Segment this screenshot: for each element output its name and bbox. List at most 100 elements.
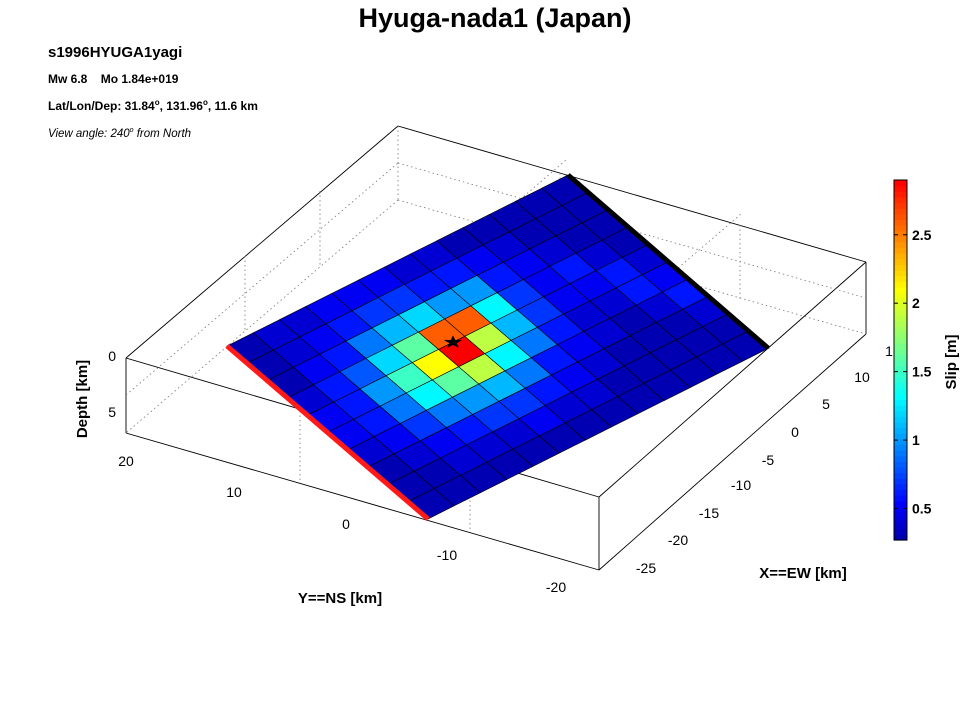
- colorbar-swatch: [894, 236, 907, 243]
- x-tick-label: -5: [762, 452, 775, 468]
- colorbar-swatch: [894, 315, 907, 322]
- colorbar-swatch: [894, 478, 907, 485]
- y-axis-label: Y==NS [km]: [298, 590, 382, 607]
- fault-edges: [225, 173, 770, 521]
- degree-mark: o: [154, 98, 160, 107]
- colorbar-swatch: [894, 360, 907, 367]
- colorbar-swatch: [894, 247, 907, 254]
- x-tick-label: 1: [885, 343, 893, 359]
- y-tick-label: -10: [437, 547, 457, 563]
- colorbar-swatch: [894, 461, 907, 468]
- colorbar-swatch: [894, 528, 907, 535]
- colorbar-swatch: [894, 185, 907, 192]
- axes-box-edge: [125, 125, 399, 359]
- colorbar-swatch: [894, 281, 907, 288]
- colorbar-swatch: [894, 309, 907, 316]
- axis-ticks: 0 5 20 10 0 -10 -20 -25 -20 -15 -10 -5 0 5 10 1: [108, 343, 893, 595]
- colorbar-swatch: [894, 421, 907, 429]
- chart-title: Hyuga-nada1 (Japan): [358, 3, 632, 33]
- colorbar: 0.5 1 1.5 2 2.5: [893, 179, 932, 541]
- colorbar-tick-label: 2: [912, 295, 920, 311]
- colorbar-swatch: [894, 483, 907, 490]
- z-tick-label: 5: [108, 404, 116, 420]
- colorbar-swatch: [894, 489, 907, 496]
- colorbar-swatch: [894, 371, 907, 378]
- axes-box-edge: [598, 261, 867, 498]
- colorbar-swatch: [894, 320, 907, 327]
- colorbar-swatch: [894, 326, 907, 333]
- colorbar-swatch: [894, 354, 907, 361]
- colorbar-swatch: [894, 337, 907, 344]
- z-axis-label: Depth [km]: [74, 360, 91, 438]
- colorbar-swatch: [894, 506, 907, 513]
- location-lon: , 131.96: [159, 99, 203, 113]
- colorbar-swatch: [894, 438, 907, 445]
- x-tick-label: 10: [854, 369, 870, 385]
- x-tick-label: -15: [699, 505, 719, 521]
- event-id: s1996HYUGA1yagi: [48, 44, 183, 61]
- colorbar-swatch: [894, 253, 907, 260]
- colorbar-swatch: [894, 191, 907, 198]
- colorbar-tick-label: 2.5: [912, 227, 932, 243]
- colorbar-swatch: [894, 455, 907, 462]
- view-angle-suffix: from North: [133, 127, 192, 140]
- y-tick-label: 20: [118, 453, 134, 469]
- colorbar-swatch: [894, 511, 907, 519]
- colorbar-swatch: [894, 416, 907, 423]
- colorbar-swatch: [894, 292, 907, 299]
- colorbar-swatch: [894, 376, 907, 384]
- colorbar-swatch: [894, 298, 907, 305]
- x-tick-label: -20: [668, 532, 688, 548]
- colorbar-swatch: [894, 472, 907, 479]
- colorbar-swatch: [894, 433, 907, 440]
- colorbar-swatch: [894, 365, 907, 372]
- axes-box-edge: [598, 333, 867, 571]
- x-tick-label: 0: [791, 424, 799, 440]
- mo-value: Mo 1.84e+019: [100, 72, 179, 86]
- colorbar-swatch: [894, 202, 907, 209]
- view-angle: View angle: 240o from North: [48, 127, 191, 140]
- location-depth: , 11.6 km: [207, 99, 258, 113]
- colorbar-swatch: [894, 331, 907, 339]
- colorbar-swatch: [894, 500, 907, 507]
- colorbar-swatch: [894, 343, 907, 350]
- colorbar-frame: [893, 179, 908, 541]
- colorbar-swatch: [894, 264, 907, 271]
- axes-box-edge: [397, 125, 867, 263]
- axes-box-edge: [125, 432, 600, 571]
- axes-grid-line: [125, 199, 399, 434]
- x-tick-label: -10: [731, 477, 751, 493]
- magnitude-info: Mw 6.8 Mo 1.84e+019: [48, 72, 178, 86]
- colorbar-swatch: [894, 388, 907, 395]
- colorbar-swatch: [894, 410, 907, 417]
- colorbar-swatch: [894, 495, 907, 502]
- colorbar-swatch: [894, 275, 907, 282]
- colorbar-swatch: [894, 196, 907, 204]
- colorbar-swatch: [894, 382, 907, 389]
- degree-mark: o: [202, 98, 208, 107]
- z-tick-label: 0: [108, 348, 116, 364]
- view-angle-value: View angle: 240: [48, 127, 130, 140]
- colorbar-swatch: [894, 444, 907, 451]
- colorbar-swatch: [894, 405, 907, 412]
- colorbar-swatch: [894, 399, 907, 406]
- degree-mark: o: [129, 127, 134, 134]
- colorbar-label: Slip [m]: [943, 334, 960, 389]
- axes-grid-line: [125, 162, 399, 396]
- colorbar-swatch: [894, 208, 907, 215]
- colorbar-swatch: [894, 219, 907, 226]
- colorbar-swatch: [894, 393, 907, 400]
- x-axis-label: X==EW [km]: [759, 565, 847, 582]
- slip-patches: [226, 174, 770, 520]
- colorbar-swatch: [894, 230, 907, 237]
- x-tick-label: 5: [822, 396, 830, 412]
- colorbar-swatch: [894, 241, 907, 249]
- colorbar-swatch: [894, 466, 907, 474]
- fault-bottom-edge: [566, 173, 770, 350]
- colorbar-swatch: [894, 523, 907, 530]
- colorbar-swatch: [894, 286, 907, 294]
- colorbar-swatch: [894, 517, 907, 524]
- location-lat: Lat/Lon/Dep: 31.84: [48, 99, 155, 113]
